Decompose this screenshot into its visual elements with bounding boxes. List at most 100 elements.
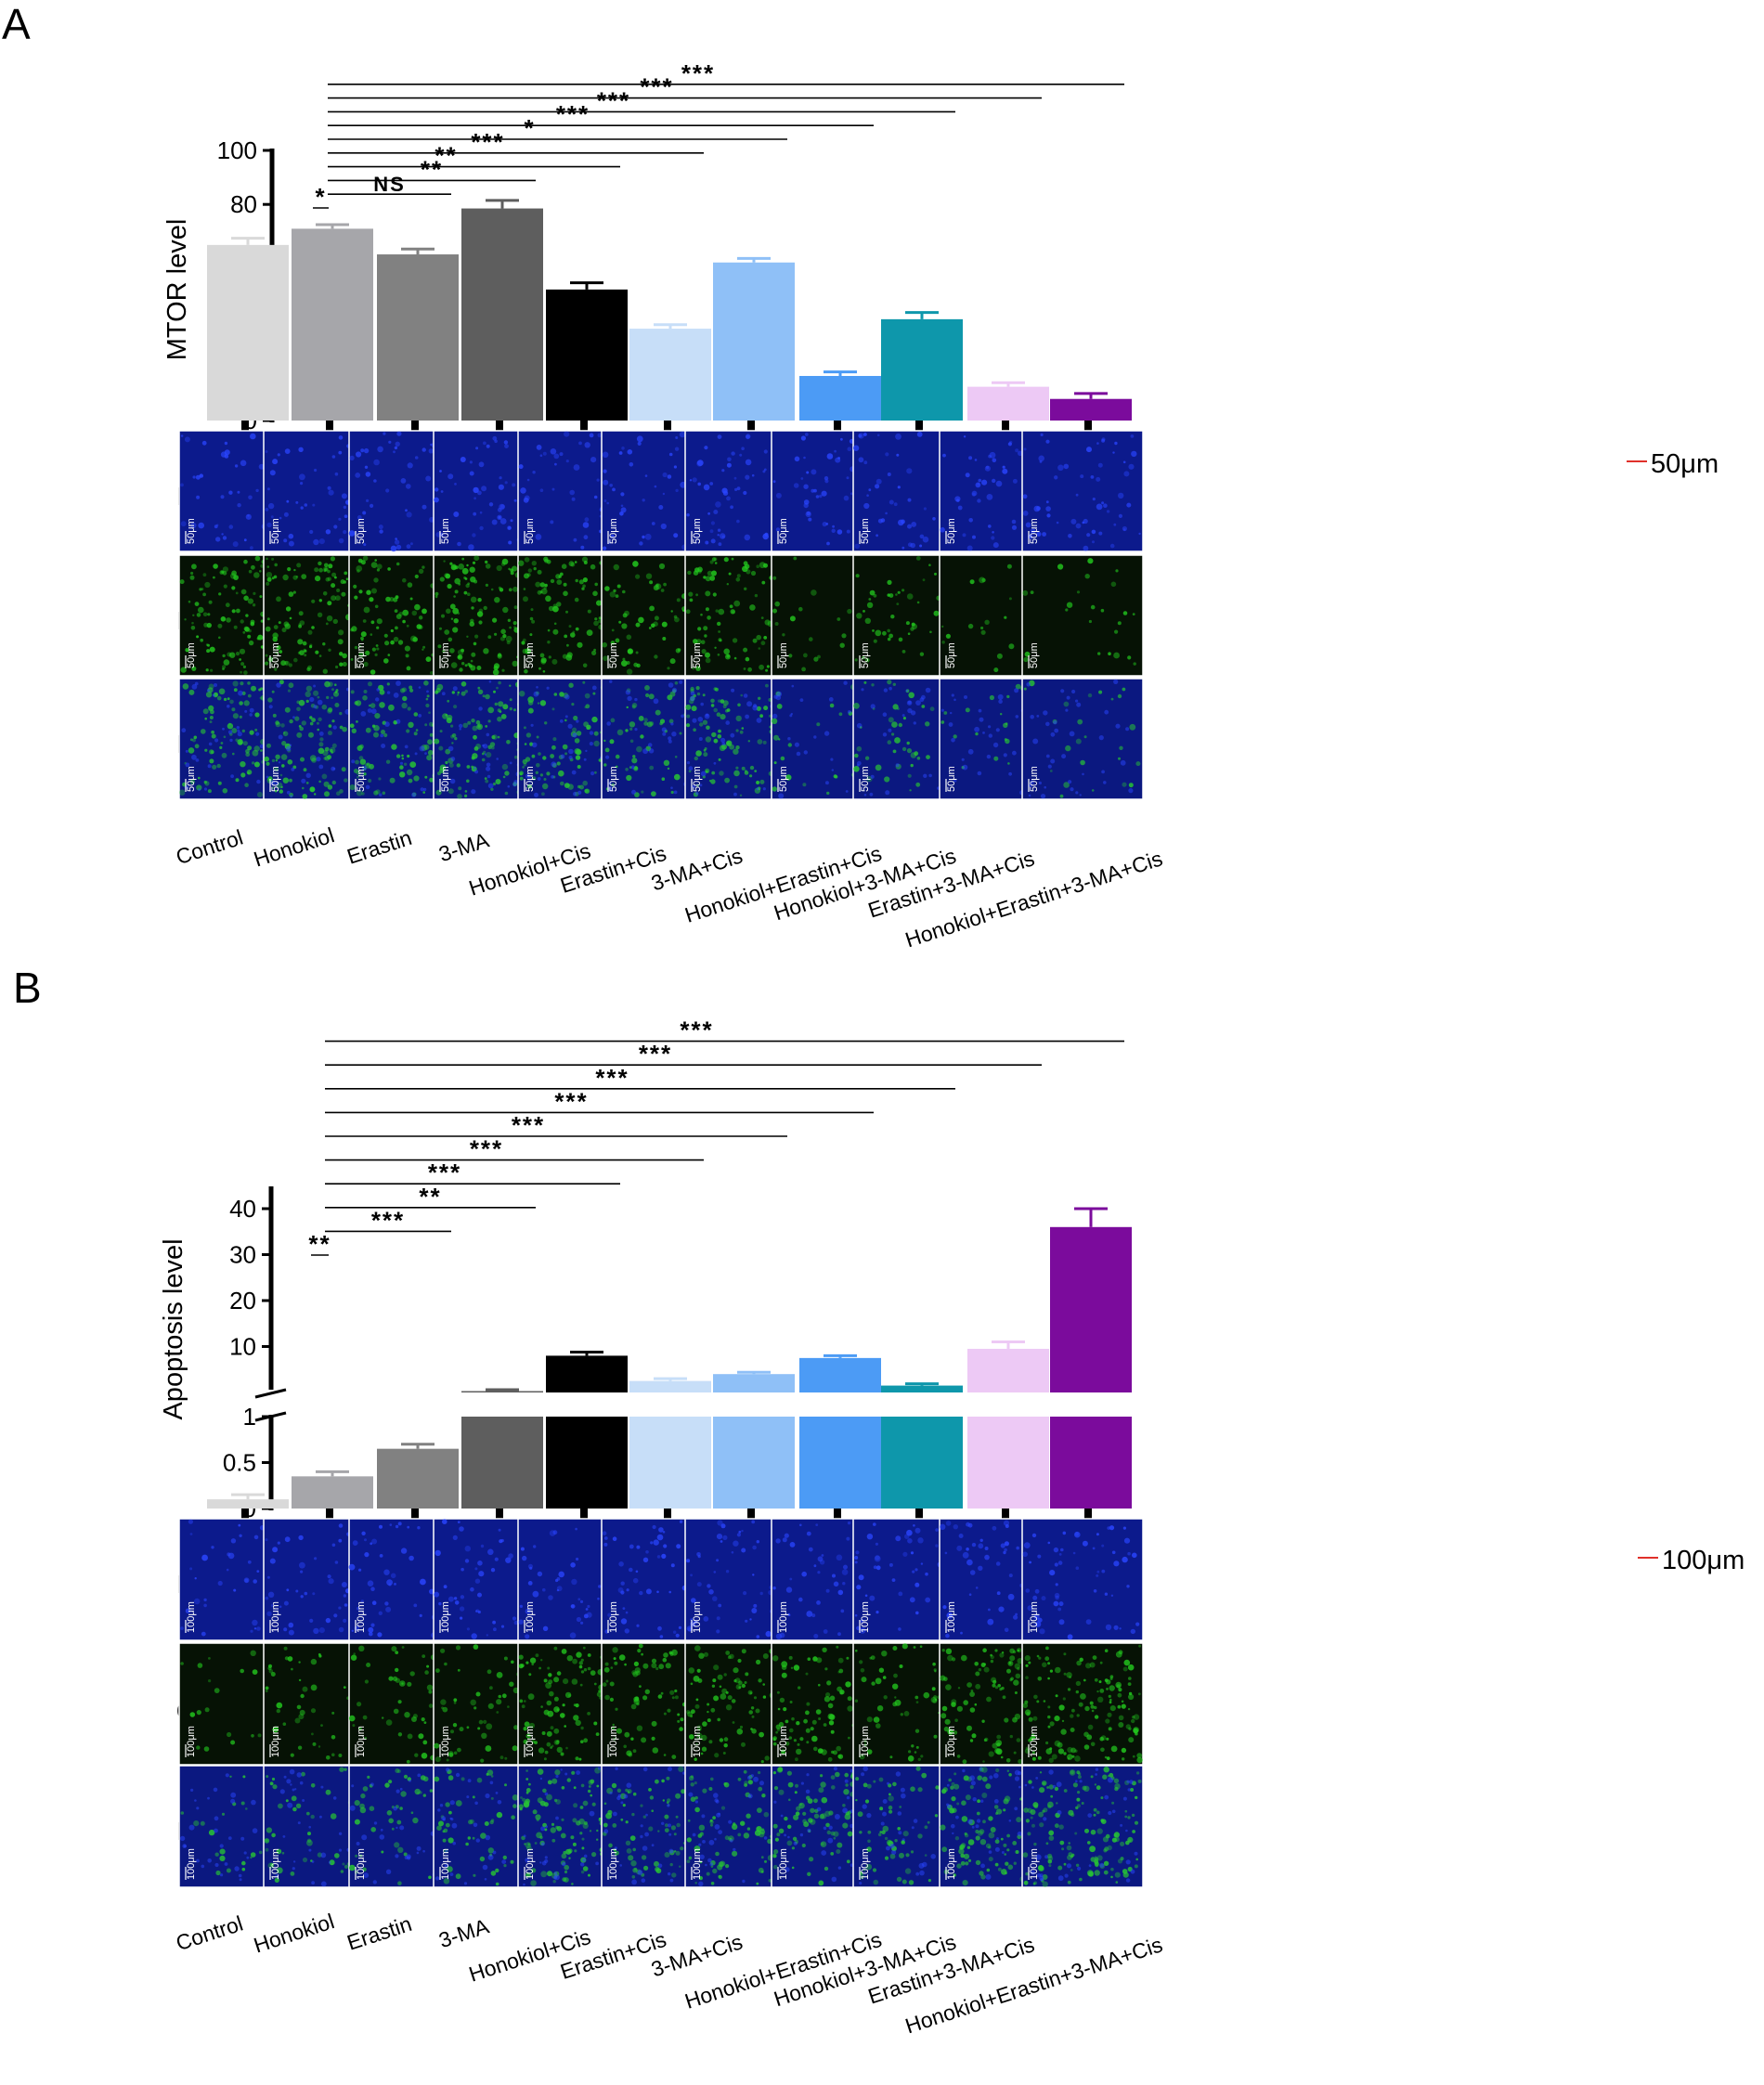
tile-mtor-honokiol-cell <box>265 654 268 657</box>
tile-dapi-3-ma-cell <box>468 544 474 550</box>
tile-dapi-honokiol-cis-cell <box>519 1604 524 1608</box>
tile-dutp-honokiol-erastin-cis-cell <box>799 1737 804 1742</box>
tile-dutp-3-ma-cis-cell <box>701 1746 707 1752</box>
tile-dutp-3-ma-cis-cell <box>713 1664 720 1671</box>
tile-dapi-honokiol-erastin-cis-cell <box>846 476 850 480</box>
tile-mtor-honokiol-3-ma-cis-cell <box>922 578 926 582</box>
tile-mtor-erastin-cis-cell <box>618 620 622 624</box>
tile-dapi-honokiol-erastin-3-ma-cis-cell <box>1041 1596 1046 1601</box>
tile-merge-honokiol-cell <box>281 741 287 746</box>
tile-merge-3-ma-nucleus <box>512 783 517 787</box>
tile-merge-control-nucleus <box>203 787 208 791</box>
tile-mtor-3-ma-cis-cell <box>763 563 768 568</box>
tile-dapi-erastin-cis-cell <box>644 533 652 540</box>
tile-dapi-honokiol-cell <box>338 435 344 440</box>
tile-merge-erastin-cis-nucleus <box>668 739 672 744</box>
tile-merge-erastin-cis-nucleus <box>608 782 612 785</box>
tile-merge-honokiol-cell <box>296 732 303 738</box>
tile-merge-erastin-nucleus <box>351 759 356 764</box>
tile-dutp-honokiol-3-ma-cis-cell <box>870 1655 876 1660</box>
tile-mtor-honokiol-cis-cell <box>570 632 576 638</box>
tile-mtor-honokiol-erastin-cis-cell <box>847 608 852 615</box>
tile-mtor-control-cell <box>192 614 195 616</box>
tile-mtor-erastin-cell <box>360 636 364 641</box>
tile-dutp-honokiol-cis-cell <box>566 1655 573 1662</box>
tile-dapi-erastin-3-ma-cis-cell <box>958 1534 964 1538</box>
tile-dapi-honokiol-erastin-3-ma-cis-cell <box>1045 439 1050 444</box>
tile-dutp-3-ma-cell <box>507 1705 510 1708</box>
tile-dapi-erastin-cell <box>357 515 362 520</box>
tile-merge-3-ma-cis-nucleus <box>689 695 695 702</box>
bar-3-ma-lower <box>461 1417 543 1509</box>
tile-mtor-3-ma-cell <box>466 635 469 638</box>
tile-dapi-honokiol-cell <box>283 1627 288 1632</box>
tile-dapi-honokiol-erastin-3-ma-cis-cell <box>1109 543 1115 549</box>
tile-dutp-erastin-cis-cell <box>669 1690 675 1695</box>
tile-dapi-honokiol-erastin-cis-cell <box>837 1632 841 1637</box>
tile-merge-honokiol-cell <box>271 786 275 790</box>
tile-dutp-3-ma-cis-cell <box>707 1703 710 1706</box>
tile-mtor-3-ma-cis-scale-label: 50μm <box>692 642 703 668</box>
tile-mtor-erastin-cis-cell <box>649 580 654 585</box>
tile-merge-3-ma-cell <box>445 713 448 717</box>
tile-merge-honokiol-cell <box>305 782 309 784</box>
bar-3-ma-cis-lower <box>713 1417 795 1509</box>
tile-dapi-control-cell <box>232 541 239 548</box>
tile-merge-3-ma-cell <box>457 794 462 799</box>
tile-dapi-honokiol-erastin-3-ma-cis-cell <box>1040 433 1044 436</box>
tile-mtor-erastin-cell <box>370 562 378 568</box>
tile-mtor-honokiol-cis-cell <box>568 561 575 567</box>
tile-merge-erastin-cell <box>349 784 356 791</box>
tile-dapi-erastin-3-ma-cis-cell <box>1002 468 1008 474</box>
tile-mtor-honokiol-cell <box>266 565 270 568</box>
tile-merge-3-ma-cis-cell <box>721 744 727 750</box>
tile-merge-erastin-cis-cell <box>616 729 624 736</box>
tile-mtor-honokiol-cell <box>295 576 299 578</box>
tile-dapi-honokiol-cis-cell <box>554 462 557 466</box>
tile-merge-honokiol-cis-cell <box>585 704 590 709</box>
tile-dapi-control-cell <box>194 1598 201 1605</box>
tile-merge-honokiol-cis-nucleus <box>546 686 550 690</box>
tile-dapi-honokiol-erastin-cis-cell <box>824 476 829 481</box>
tile-mtor-3-ma-cis-cell <box>705 576 711 582</box>
tile-dapi-erastin-cell <box>390 1573 396 1579</box>
tile-dutp-honokiol-cell <box>331 1735 336 1740</box>
tile-dapi-3-ma-cis-cell <box>696 460 704 466</box>
tile-merge-honokiol-cis-nucleus <box>534 792 538 797</box>
tile-merge-erastin-cis-nucleus <box>670 786 673 789</box>
tile-merge-erastin-3-ma-cis-cell <box>975 732 979 736</box>
tile-mtor-erastin-cis-cell <box>626 668 633 675</box>
tile-merge-control-nucleus <box>212 693 215 697</box>
tile-merge-erastin-cis-cell <box>632 755 636 758</box>
tile-merge-control-cell <box>233 688 238 693</box>
tile-merge-3-ma-cis-nucleus <box>752 705 759 711</box>
significance-group: * NS**** *** * *** *** *** *** <box>313 59 1124 211</box>
tile-dutp-honokiol-erastin-cis-cell <box>781 1749 785 1755</box>
tile-mtor-3-ma-cell <box>450 662 458 668</box>
bar-honokiol <box>292 1476 373 1509</box>
tile-merge-honokiol-3-ma-cis-cell <box>909 789 912 792</box>
tile-dapi-honokiol-erastin-3-ma-cis-cell <box>1096 1533 1099 1536</box>
tile-dutp-3-ma-cis-cell <box>750 1706 755 1710</box>
tile-dutp-erastin-cell <box>357 1702 362 1707</box>
tile-dapi-3-ma-cis-cell <box>689 479 693 482</box>
bar-honokiol <box>292 228 373 421</box>
tile-dapi-honokiol-cell <box>338 1523 344 1528</box>
tile-dutp-erastin-cis-cell <box>662 1657 668 1663</box>
tile-dapi-honokiol-erastin-cis-cell <box>842 1582 846 1586</box>
tile-dapi-erastin-cell <box>393 450 396 454</box>
tile-merge-erastin-cell <box>403 762 408 766</box>
tile-dutp-honokiol-cell <box>310 1684 318 1691</box>
tile-dapi-erastin-cell <box>430 443 433 447</box>
tile-mtor-control-cell <box>254 555 261 562</box>
tile-dapi-3-ma-cis-cell <box>752 1545 757 1550</box>
tile-mtor-3-ma-cis-cell <box>758 647 761 650</box>
tile-dapi-erastin-cis-cell <box>676 1544 681 1549</box>
tile-merge-honokiol-3-ma-cis-nucleus <box>907 700 912 705</box>
tile-mtor-erastin-cell <box>358 589 363 594</box>
tile-dapi-control-cell <box>248 495 253 500</box>
bar-erastin-3-ma-cis-lower <box>967 1417 1049 1509</box>
tile-dapi-3-ma-cis-cell <box>707 1584 711 1588</box>
tile-dutp-honokiol-cell <box>318 1652 321 1656</box>
tile-merge-erastin-cis-nucleus <box>606 721 611 726</box>
